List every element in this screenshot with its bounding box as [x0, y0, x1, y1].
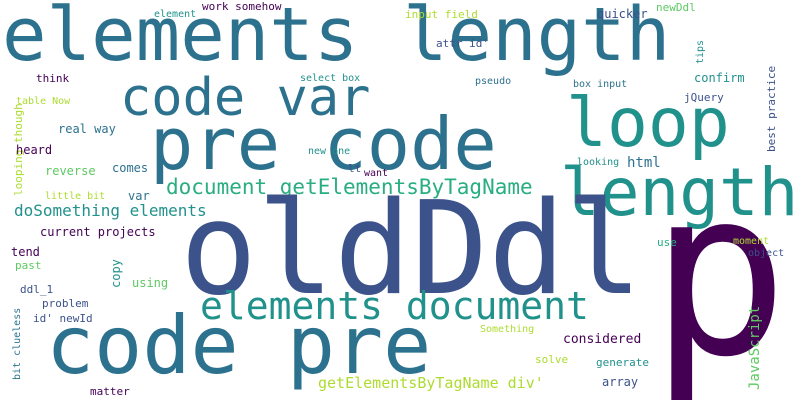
word: object [748, 248, 785, 259]
word: attr id' [436, 37, 489, 50]
word: new one [308, 146, 351, 157]
word: reverse [45, 164, 96, 178]
word: select box [300, 73, 361, 84]
word: Something [480, 324, 535, 335]
word: oldDdl [180, 175, 643, 324]
word: tips [695, 39, 706, 64]
word: past [15, 259, 42, 272]
word: elements document [200, 284, 589, 328]
word: document getElementsByTagName [166, 175, 533, 199]
word: comes [112, 161, 149, 175]
word: use [657, 236, 677, 249]
word: getElementsByTagName div' [318, 374, 544, 392]
word: table Now [16, 96, 71, 107]
word: elements length [2, 0, 671, 78]
word: confirm [694, 71, 745, 85]
word: doSomething elements [14, 201, 207, 220]
word: matter [90, 385, 130, 398]
word: generate [596, 356, 649, 369]
word: html [627, 155, 661, 171]
word: copy [109, 259, 123, 288]
word: looking [577, 157, 620, 168]
word: input field [405, 8, 478, 21]
word: element [154, 9, 197, 20]
word: want [364, 168, 389, 179]
word: moment [733, 236, 770, 247]
word: quicker [597, 7, 648, 21]
word: ddl_1 [20, 283, 54, 296]
word: lt [348, 162, 362, 175]
word: little bit [45, 191, 106, 202]
word: JavaScript [747, 305, 763, 390]
word: think [36, 72, 70, 85]
word: pre code [150, 102, 497, 186]
word: id' newId [33, 312, 93, 325]
word: current projects [40, 225, 156, 239]
word: var [128, 189, 150, 203]
word: heard [16, 143, 53, 157]
word: bit clueless [12, 307, 23, 380]
word: tend [11, 245, 40, 259]
word: loop [566, 84, 730, 163]
word: length [560, 154, 799, 231]
word: real way [58, 122, 116, 136]
word: code var [120, 68, 371, 128]
word: newDdl [656, 1, 696, 14]
word: problem [42, 297, 89, 310]
word: using [132, 276, 169, 290]
word: pseudo [475, 76, 512, 87]
word: jQuery [684, 91, 724, 104]
word: code pre [46, 299, 432, 392]
word: array [602, 375, 639, 389]
word: box input [573, 79, 628, 90]
word: work somehow [202, 0, 282, 13]
word: best practice [765, 65, 778, 152]
word: p [650, 141, 789, 400]
word: solve [535, 353, 569, 366]
word: considered [563, 332, 642, 347]
